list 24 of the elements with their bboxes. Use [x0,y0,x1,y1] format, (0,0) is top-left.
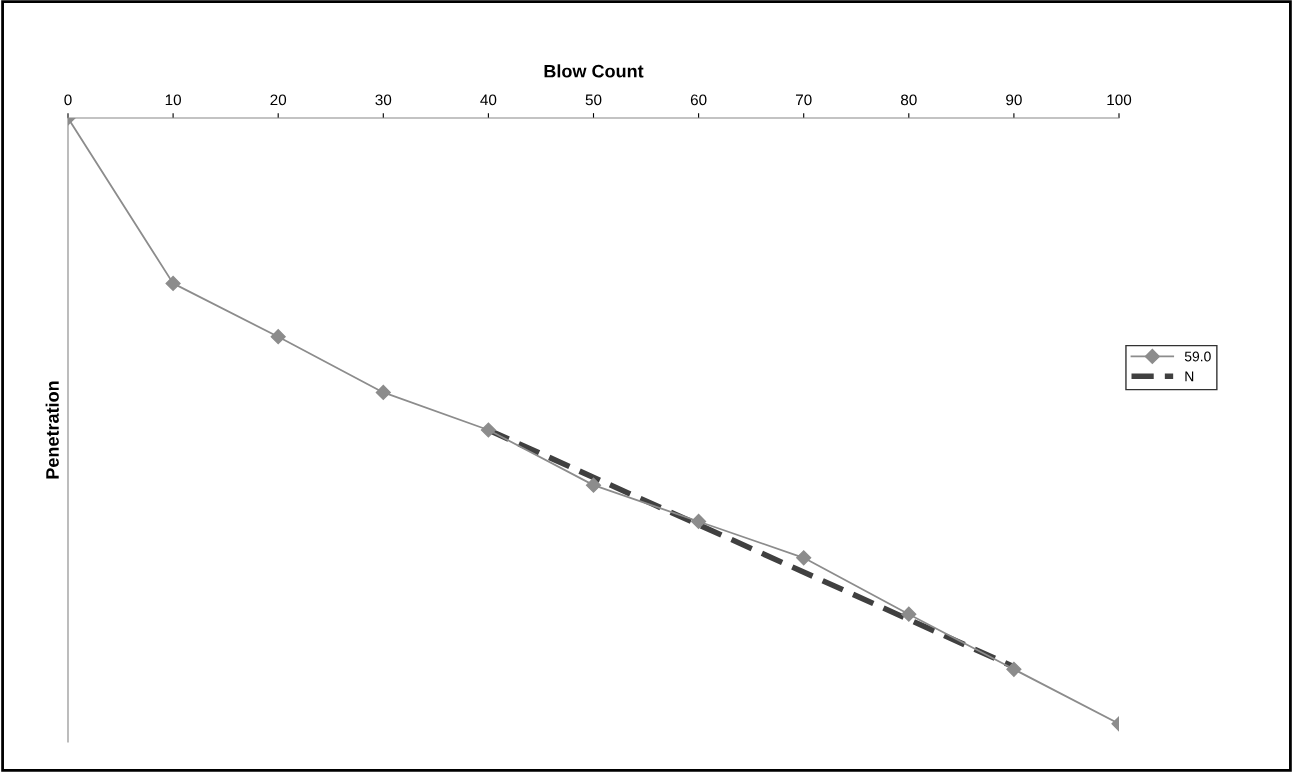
point [165,275,181,291]
x-tick-label: 80 [900,94,917,106]
legend-label: N [1185,371,1194,382]
point [585,477,602,493]
x-tick-label: 20 [270,94,287,106]
x-tick-label: 50 [585,94,602,106]
point [480,422,496,438]
point [375,384,391,401]
point [691,513,707,530]
x-tick-label: 90 [1006,94,1022,106]
x-tick-label: 10 [165,94,181,106]
x-tick-label: 100 [1107,94,1132,106]
x-tick-label: 30 [375,94,392,106]
x-axis-title: Blow Count [544,64,644,78]
point [1006,661,1022,677]
point [901,606,917,622]
x-tick-label: 60 [690,94,707,106]
x-tick-label: 70 [795,94,812,106]
x-tick-label: 0 [64,94,72,106]
x-tick-label: 40 [480,94,497,106]
legend-label: 59.0 [1184,351,1211,362]
y-axis-title: Penetration [45,381,59,479]
point [796,550,812,566]
point [270,329,286,345]
